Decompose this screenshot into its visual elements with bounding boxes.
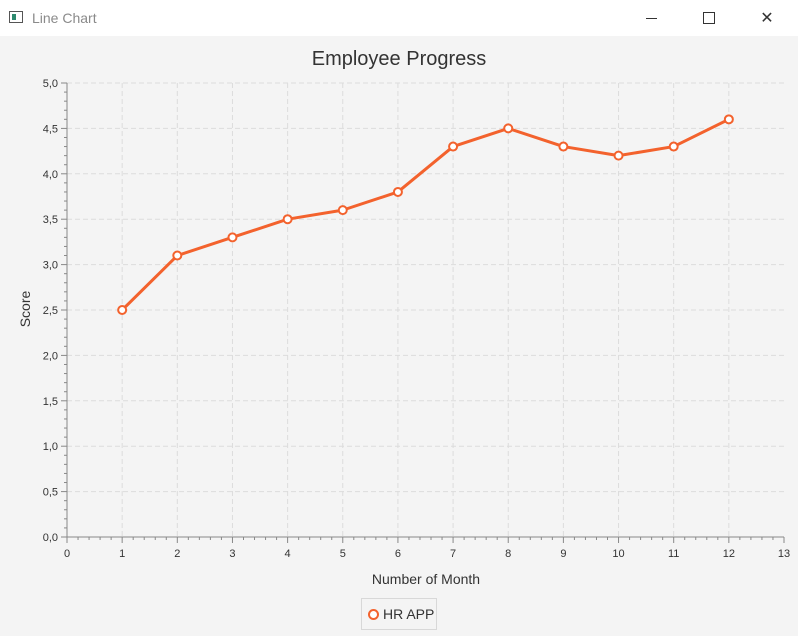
x-tick-label: 13	[778, 548, 790, 560]
x-tick-label: 7	[450, 548, 456, 560]
y-tick-label: 0,5	[43, 487, 58, 499]
y-tick-label: 0,0	[43, 532, 58, 544]
data-point	[282, 214, 293, 225]
minimize-icon	[645, 17, 657, 19]
x-tick-label: 4	[285, 548, 291, 560]
app-icon	[9, 11, 23, 23]
x-tick-label: 10	[612, 548, 624, 560]
window-title: Line Chart	[32, 10, 97, 26]
data-point	[117, 305, 128, 315]
data-point	[503, 123, 514, 134]
axes: 0 1 2 3 4 5 6 7 8 9 10 11 12 130,00,51,01,52,02,53,03…	[43, 78, 790, 560]
data-point	[172, 250, 183, 261]
x-tick-label: 9	[560, 548, 566, 560]
x-axis-label: Number of Month	[372, 571, 480, 587]
y-tick-label: 3,5	[43, 214, 58, 226]
y-tick-label: 4,0	[43, 169, 58, 181]
y-tick-label: 1,0	[43, 441, 58, 453]
data-point	[337, 205, 348, 216]
maximize-button[interactable]	[686, 0, 732, 36]
data-point	[227, 232, 238, 243]
x-tick-label: 1	[119, 548, 125, 560]
y-tick-label: 2,0	[43, 350, 58, 362]
legend-symbol-icon	[368, 608, 379, 620]
title-bar: Line Chart ✕	[0, 0, 798, 36]
x-tick-label: 8	[505, 548, 511, 560]
close-icon: ✕	[760, 10, 774, 27]
x-tick-label: 5	[340, 548, 346, 560]
close-button[interactable]: ✕	[744, 0, 790, 36]
y-tick-label: 3,0	[43, 260, 58, 272]
legend-label: HR APP	[383, 606, 435, 622]
y-tick-label: 1,5	[43, 396, 58, 408]
x-tick-label: 11	[668, 548, 679, 560]
x-tick-label: 3	[229, 548, 235, 560]
data-point	[392, 186, 403, 197]
y-axis-label: Score	[17, 291, 33, 328]
chart-title: Employee Progress	[312, 48, 487, 70]
data-point	[613, 150, 624, 161]
grid	[67, 82, 784, 537]
y-tick-label: 4,5	[43, 123, 58, 135]
series-line	[121, 117, 730, 312]
x-tick-label: 0	[64, 548, 70, 560]
x-tick-label: 6	[395, 548, 401, 560]
line-chart: Employee Progress Number of Month Score …	[17, 48, 790, 587]
data-point	[668, 141, 679, 152]
minimize-button[interactable]	[628, 0, 674, 36]
maximize-icon	[703, 12, 715, 24]
y-tick-label: 2,5	[43, 305, 58, 317]
x-tick-label: 2	[174, 548, 180, 560]
data-point	[723, 114, 734, 125]
x-tick-label: 12	[723, 548, 735, 560]
data-point	[448, 141, 459, 152]
legend: HR APP	[361, 598, 437, 630]
y-tick-label: 5,0	[43, 78, 58, 90]
data-point	[558, 141, 569, 152]
series-layer	[117, 114, 734, 315]
